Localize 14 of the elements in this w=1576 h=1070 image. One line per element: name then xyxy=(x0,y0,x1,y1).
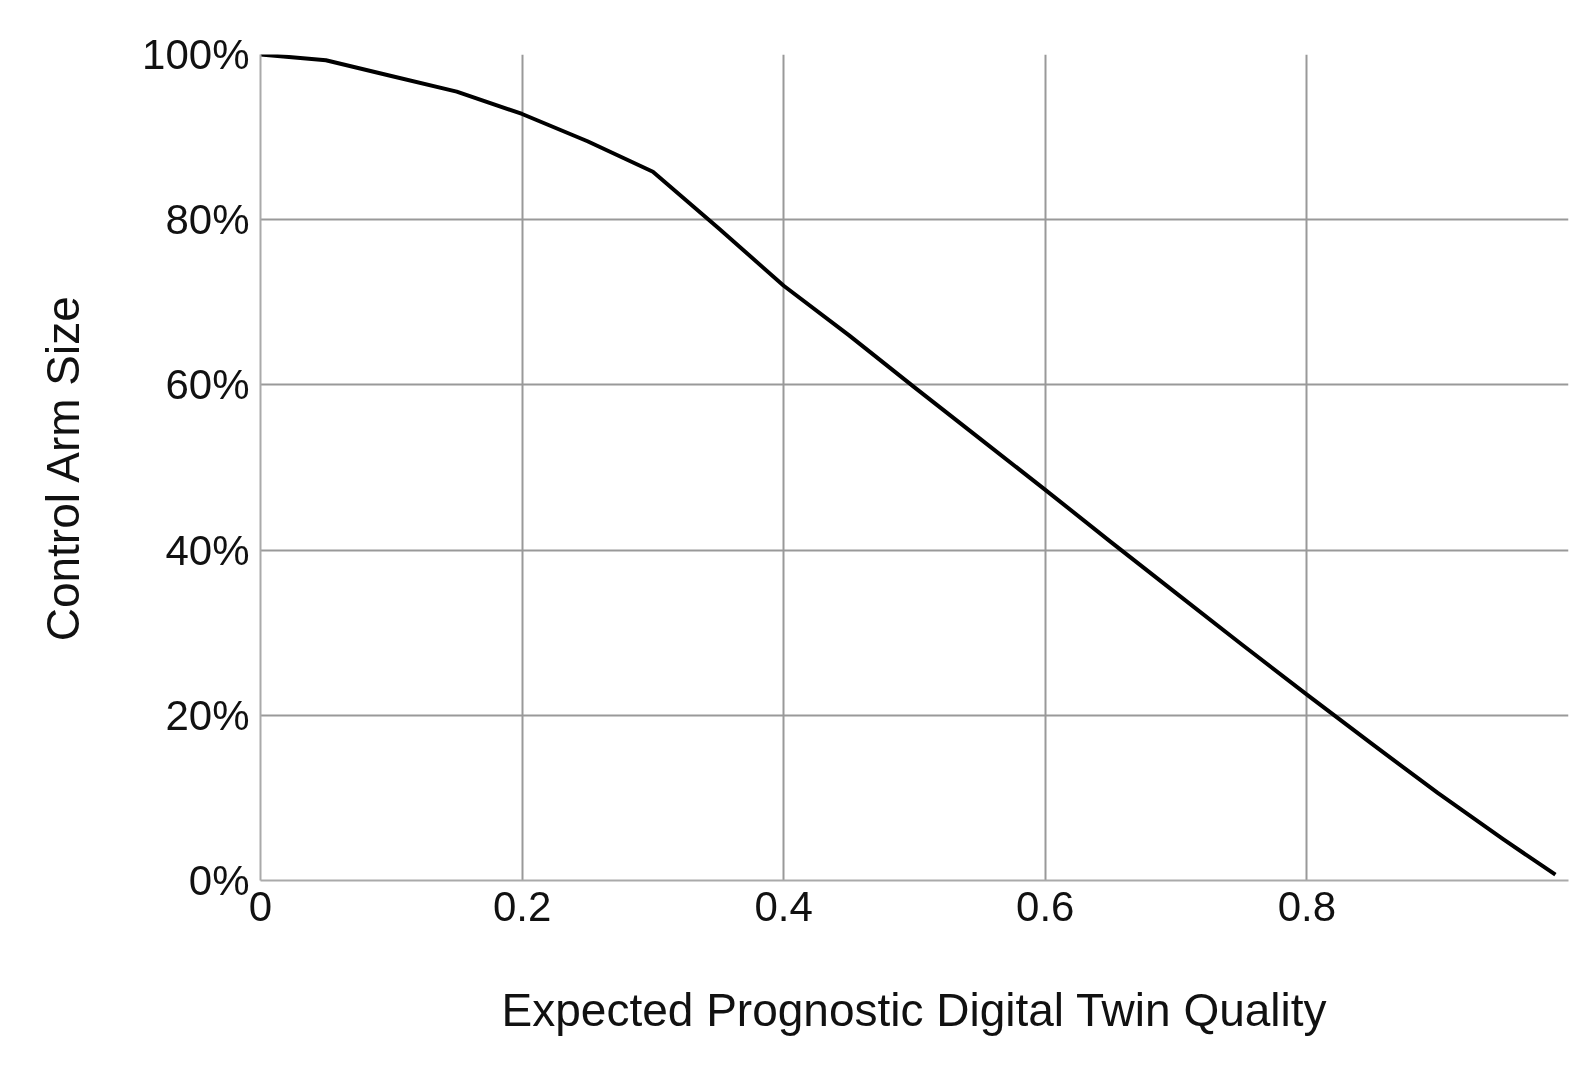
y-tick-label: 100% xyxy=(142,31,250,78)
y-tick-label: 60% xyxy=(165,361,250,409)
x-tick-label: 0.8 xyxy=(1277,882,1337,930)
y-axis-title: Control Arm Size xyxy=(37,296,90,642)
x-tick-label: 0.2 xyxy=(492,882,552,930)
y-tick-label: 0% xyxy=(188,857,250,904)
x-axis-title: Expected Prognostic Digital Twin Quality xyxy=(501,983,1327,1036)
x-tick-label: 0 xyxy=(248,882,273,930)
y-tick-label: 20% xyxy=(165,691,250,739)
x-tick-label: 0.6 xyxy=(1016,882,1075,930)
line-series xyxy=(260,54,1558,877)
x-tick-label: 0.4 xyxy=(754,882,813,930)
y-tick-label: 40% xyxy=(165,526,250,574)
y-tick-label: 80% xyxy=(165,196,250,244)
